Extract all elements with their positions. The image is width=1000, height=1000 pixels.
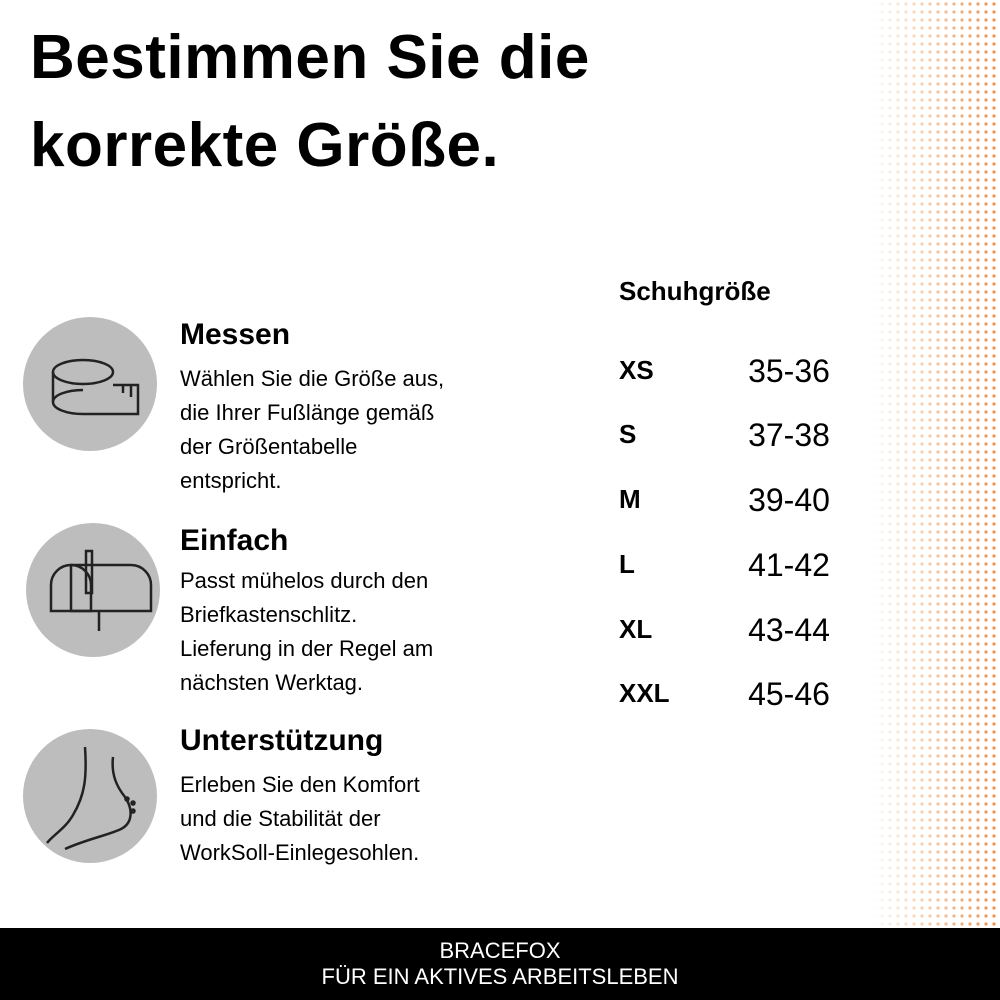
feature-line: und die Stabilität der (180, 806, 381, 831)
mailbox-icon (26, 523, 160, 657)
feature-title: Einfach (180, 524, 289, 557)
size-value: 41-42 (748, 547, 830, 583)
feature-line: die Ihrer Fußlänge gemäß (180, 400, 435, 425)
feature-line: nächsten Werktag. (180, 670, 364, 695)
footer: BRACEFOX FÜR EIN AKTIVES ARBEITSLEBEN (0, 928, 1000, 1000)
size-value: 37-38 (748, 417, 830, 453)
feature-title: Messen (180, 318, 291, 351)
size-label: XXL (619, 678, 670, 708)
size-value: 39-40 (748, 482, 830, 518)
footer-line: BRACEFOX (439, 938, 561, 963)
size-header: Schuhgröße (619, 276, 771, 306)
size-label: XS (619, 355, 654, 385)
size-value: 43-44 (748, 612, 830, 648)
foot-icon (23, 729, 157, 863)
feature-title: Unterstützung (180, 724, 384, 757)
size-label: M (619, 484, 641, 514)
feature-line: WorkSoll-Einlegesohlen. (180, 840, 420, 865)
dot-pattern (870, 0, 1000, 928)
size-label: L (619, 549, 635, 579)
feature-line: Briefkastenschlitz. (180, 602, 358, 627)
size-value: 35-36 (748, 353, 830, 389)
title-line: Bestimmen Sie die (30, 23, 590, 92)
feature-line: der Größentabelle (180, 434, 358, 459)
tape-icon (23, 317, 157, 451)
size-value: 45-46 (748, 676, 830, 712)
size-label: XL (619, 614, 653, 644)
feature-line: entspricht. (180, 468, 282, 493)
title-line: korrekte Größe. (30, 111, 500, 180)
feature-line: Lieferung in der Regel am (180, 636, 434, 661)
feature-line: Erleben Sie den Komfort (180, 772, 420, 797)
feature-line: Wählen Sie die Größe aus, (180, 366, 445, 391)
feature-line: Passt mühelos durch den (180, 568, 429, 593)
size-label: S (619, 419, 637, 449)
footer-line: FÜR EIN AKTIVES ARBEITSLEBEN (321, 964, 679, 989)
